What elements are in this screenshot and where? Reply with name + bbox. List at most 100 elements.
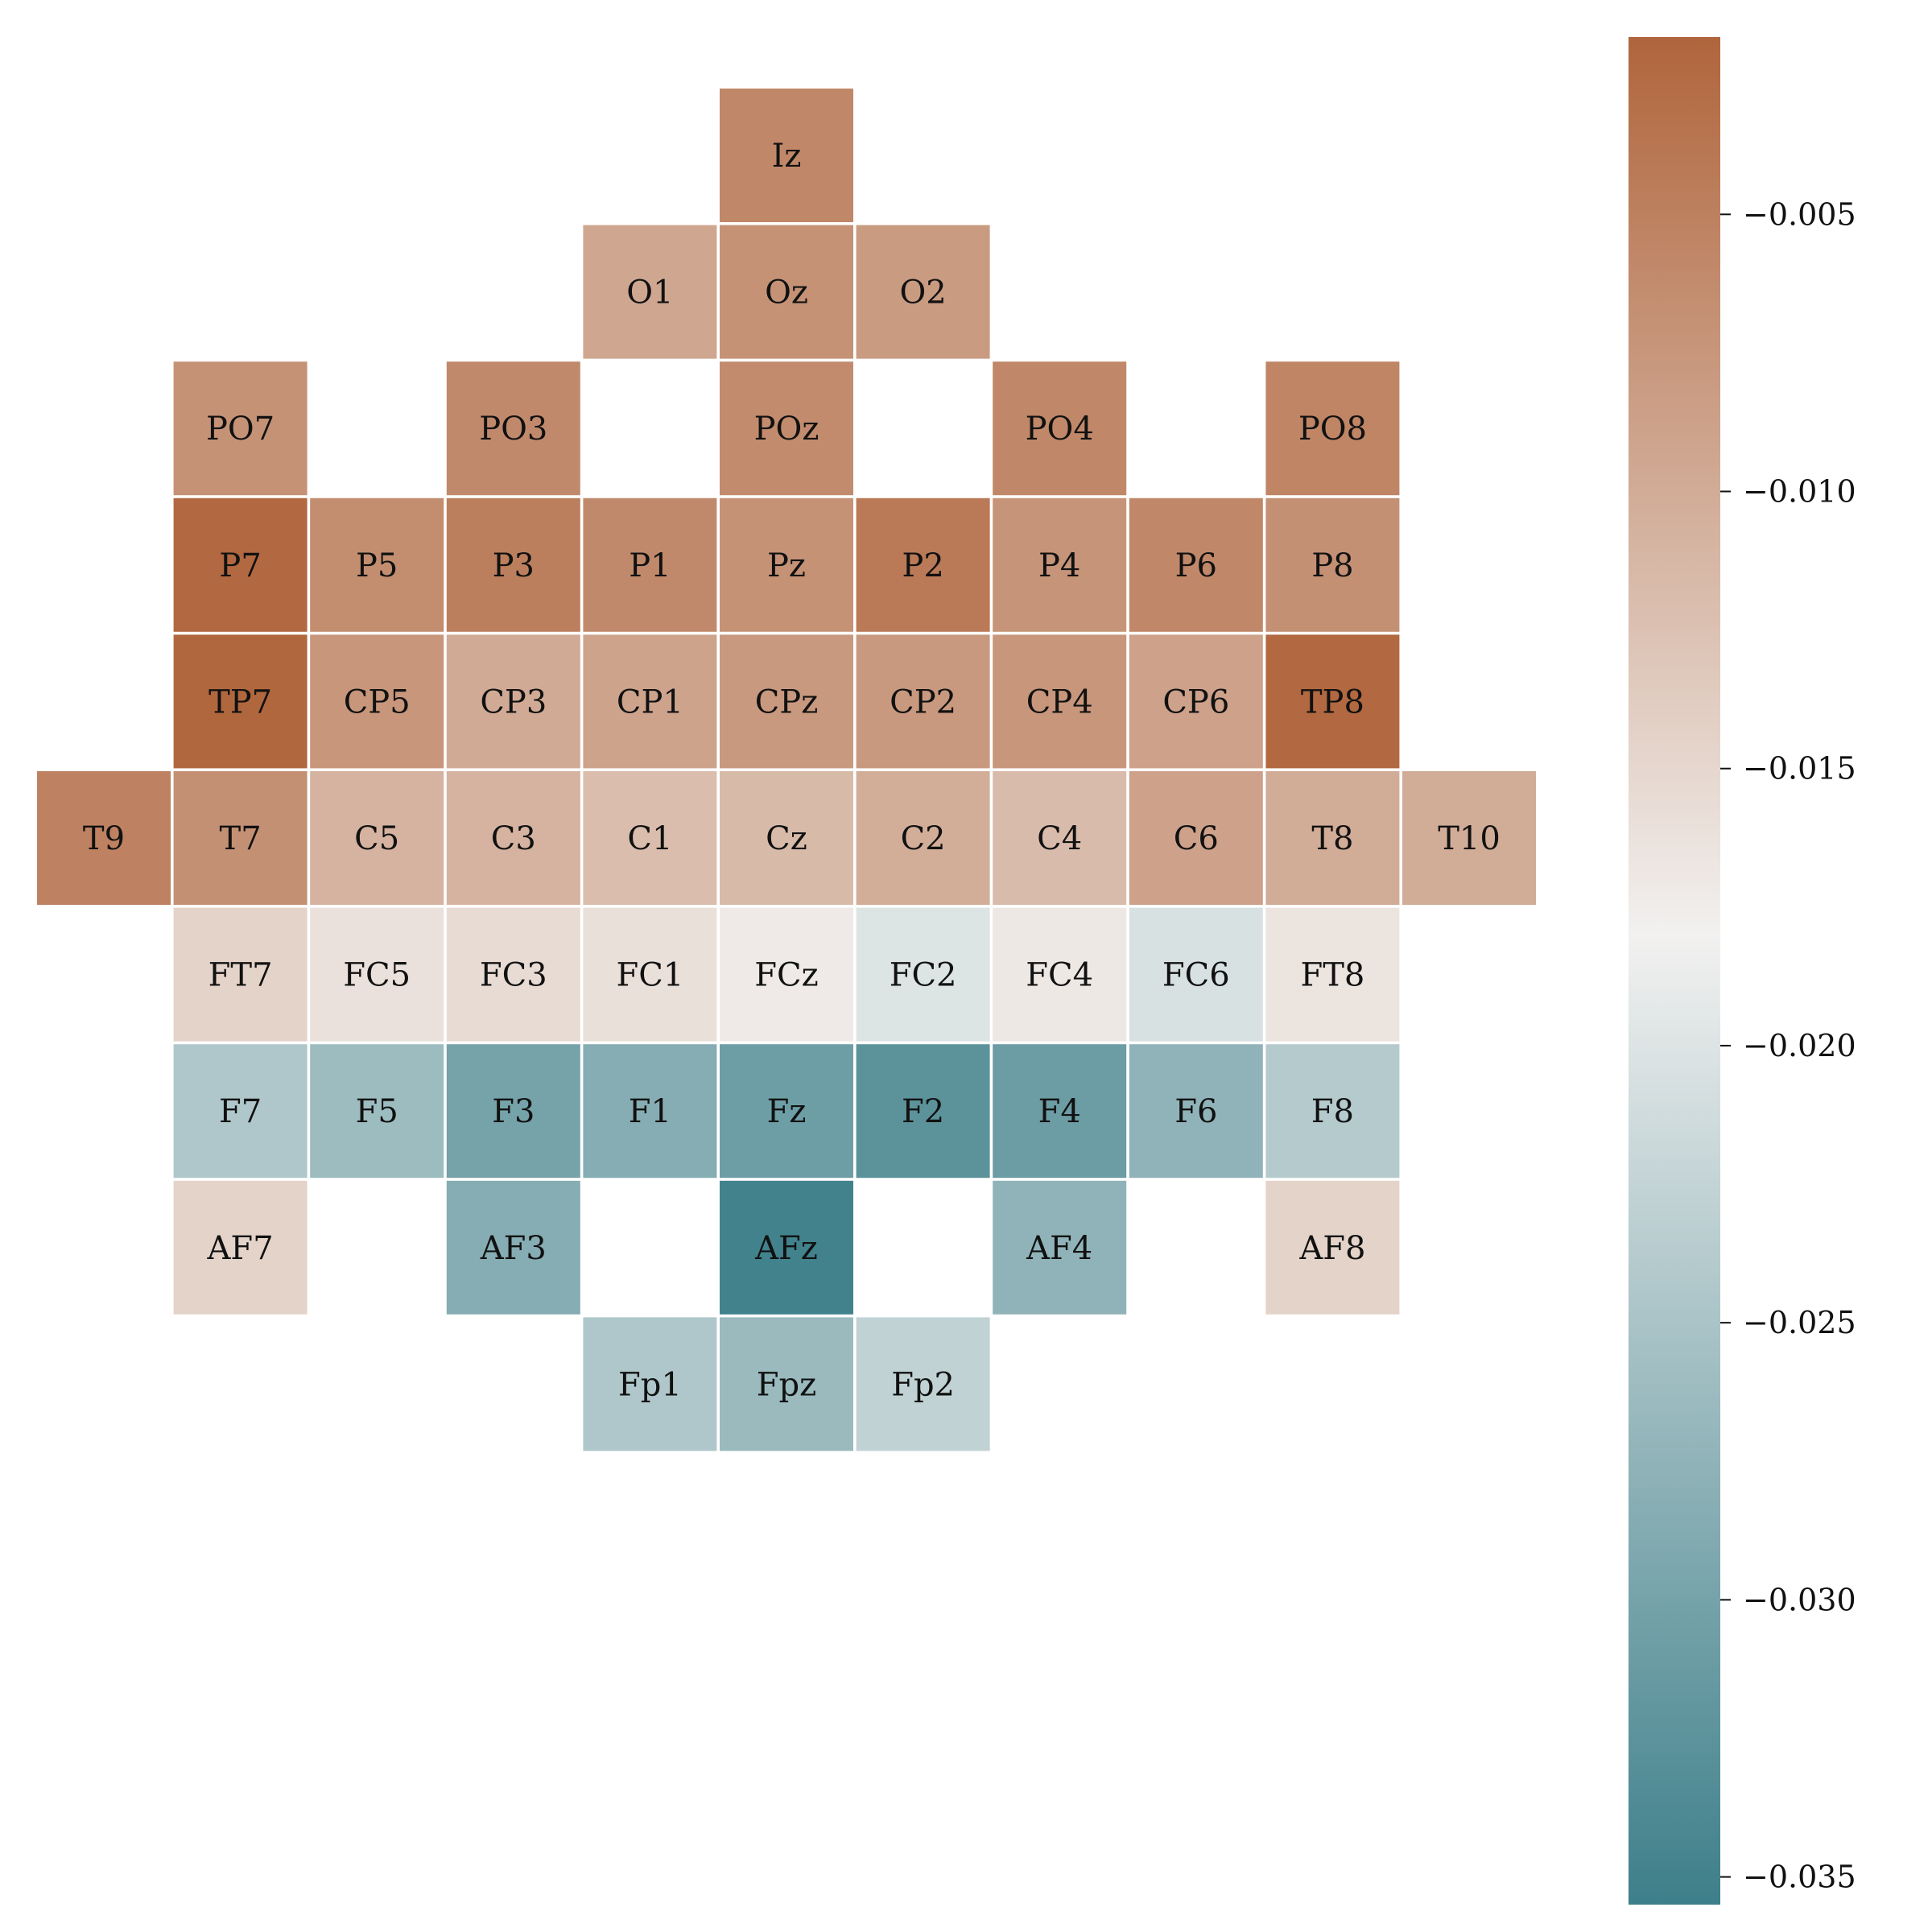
heatmap-cell-fc6: FC6 <box>1129 907 1263 1042</box>
cell-label: Iz <box>772 138 802 175</box>
heatmap-cell-oz: Oz <box>720 225 853 359</box>
heatmap-cell-c6: C6 <box>1129 771 1263 905</box>
cell-label: Fz <box>767 1093 807 1130</box>
heatmap-cell-cp6: CP6 <box>1129 634 1263 769</box>
heatmap-cell-c4: C4 <box>993 771 1127 905</box>
cell-label: CP5 <box>344 683 411 720</box>
cell-rect <box>1265 634 1400 769</box>
heatmap-cell-o1: O1 <box>583 225 717 359</box>
cell-label: T10 <box>1438 820 1501 857</box>
cell-rect <box>856 907 990 1042</box>
cell-label: P3 <box>493 547 535 584</box>
heatmap-cell-f5: F5 <box>310 1044 444 1179</box>
cell-rect <box>720 497 853 632</box>
heatmap-cell-af8: AF8 <box>1265 1180 1400 1315</box>
cell-label: CP4 <box>1026 683 1093 720</box>
cell-rect <box>720 634 853 769</box>
cell-label: Fp2 <box>891 1366 955 1403</box>
cell-label: T8 <box>1311 820 1353 857</box>
cell-rect <box>173 1180 308 1315</box>
cell-label: FT8 <box>1300 957 1364 994</box>
cell-label: F8 <box>1311 1093 1354 1130</box>
cell-label: FCz <box>754 957 818 994</box>
cell-rect <box>310 634 444 769</box>
cell-label: P8 <box>1311 547 1353 584</box>
cell-label: AF3 <box>480 1230 547 1267</box>
cell-rect <box>446 771 580 905</box>
cell-rect <box>446 1044 580 1179</box>
heatmap-cell-f4: F4 <box>993 1044 1127 1179</box>
cell-rect <box>583 497 717 632</box>
heatmap-cell-af4: AF4 <box>993 1180 1127 1315</box>
cell-rect <box>173 497 308 632</box>
cell-rect <box>720 361 853 496</box>
cell-rect <box>1402 771 1536 905</box>
cell-rect <box>720 225 853 359</box>
cell-label: F2 <box>902 1093 944 1130</box>
heatmap-cell-fc4: FC4 <box>993 907 1127 1042</box>
heatmap-cell-fpz: Fpz <box>720 1317 853 1451</box>
colorbar-gradient <box>1629 37 1720 1905</box>
heatmap-cell-t7: T7 <box>173 771 308 905</box>
cell-label: P7 <box>219 547 261 584</box>
heatmap-cell-fz: Fz <box>720 1044 853 1179</box>
cell-rect <box>446 497 580 632</box>
cell-label: FC1 <box>616 957 683 994</box>
cell-rect <box>583 1317 717 1451</box>
cell-label: F1 <box>629 1093 671 1130</box>
cell-rect <box>1129 1044 1263 1179</box>
cell-label: Cz <box>766 820 807 857</box>
cell-rect <box>583 1044 717 1179</box>
cell-label: PO3 <box>479 411 547 448</box>
cell-label: F5 <box>356 1093 398 1130</box>
heatmap-cell-fp1: Fp1 <box>583 1317 717 1451</box>
cell-label: C1 <box>627 820 672 857</box>
heatmap-cell-t10: T10 <box>1402 771 1536 905</box>
heatmap-cell-p8: P8 <box>1265 497 1400 632</box>
heatmap-cell-cp4: CP4 <box>993 634 1127 769</box>
colorbar-tick-label: −0.035 <box>1743 1860 1856 1895</box>
cell-label: O2 <box>899 275 946 312</box>
cell-label: FC4 <box>1026 957 1093 994</box>
cell-label: Oz <box>765 275 808 312</box>
heatmap-cell-po3: PO3 <box>446 361 580 496</box>
cell-label: Fp1 <box>618 1366 682 1403</box>
cell-label: CP6 <box>1162 683 1229 720</box>
heatmap-cell-p4: P4 <box>993 497 1127 632</box>
cell-label: C5 <box>354 820 399 857</box>
cell-rect <box>1265 907 1400 1042</box>
cell-rect <box>720 907 853 1042</box>
heatmap-cell-ft8: FT8 <box>1265 907 1400 1042</box>
heatmap-cell-fcz: FCz <box>720 907 853 1042</box>
heatmap-cell-t8: T8 <box>1265 771 1400 905</box>
cell-rect <box>856 225 990 359</box>
cell-label: F3 <box>492 1093 535 1130</box>
heatmap-cell-c5: C5 <box>310 771 444 905</box>
heatmap-cell-af7: AF7 <box>173 1180 308 1315</box>
cell-rect <box>856 1317 990 1451</box>
heatmap-cell-po8: PO8 <box>1265 361 1400 496</box>
cell-rect <box>446 907 580 1042</box>
cell-rect <box>720 1044 853 1179</box>
cell-rect <box>37 771 171 905</box>
cell-label: P5 <box>356 547 398 584</box>
cell-rect <box>173 771 308 905</box>
cell-rect <box>1265 1044 1400 1179</box>
heatmap-cell-c2: C2 <box>856 771 990 905</box>
heatmap-cell-af3: AF3 <box>446 1180 580 1315</box>
heatmap-cell-pz: Pz <box>720 497 853 632</box>
heatmap-cell-fp2: Fp2 <box>856 1317 990 1451</box>
heatmap-cell-fc3: FC3 <box>446 907 580 1042</box>
heatmap-cell-cp5: CP5 <box>310 634 444 769</box>
cell-rect <box>856 634 990 769</box>
cell-rect <box>856 771 990 905</box>
heatmap-cell-f1: F1 <box>583 1044 717 1179</box>
cell-rect <box>856 497 990 632</box>
heatmap-cell-po7: PO7 <box>173 361 308 496</box>
colorbar: −0.005 −0.010 −0.015 −0.020 −0.025 −0.030 −0.0… <box>1629 37 1856 1905</box>
cell-label: C3 <box>491 820 536 857</box>
heatmap-cell-cp3: CP3 <box>446 634 580 769</box>
cell-rect <box>310 1044 444 1179</box>
cell-rect <box>993 361 1127 496</box>
heatmap-cell-iz: Iz <box>720 89 853 222</box>
